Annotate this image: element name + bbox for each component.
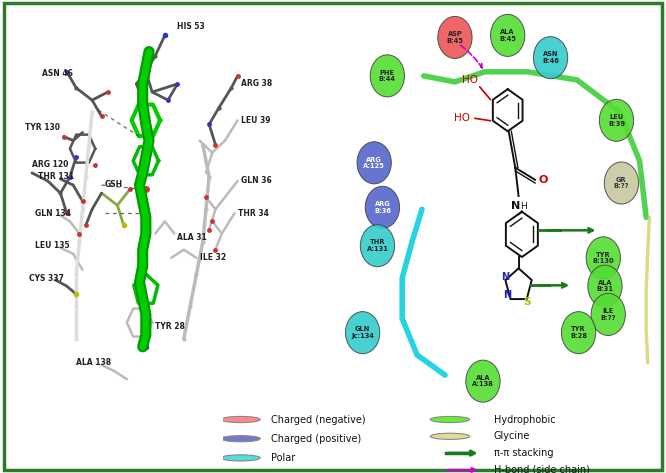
Text: TYR 130: TYR 130	[25, 123, 61, 132]
Text: HO: HO	[462, 75, 478, 85]
Circle shape	[357, 142, 392, 184]
Text: GR
B:??: GR B:??	[613, 177, 629, 189]
Circle shape	[561, 312, 595, 354]
Text: GLN 134: GLN 134	[35, 209, 71, 218]
Text: GSH: GSH	[105, 180, 123, 189]
Circle shape	[221, 436, 260, 442]
Circle shape	[491, 14, 525, 56]
Text: H: H	[520, 201, 527, 210]
Text: ALA
B:45: ALA B:45	[500, 29, 516, 42]
Circle shape	[588, 265, 622, 307]
Text: Charged (positive): Charged (positive)	[271, 434, 362, 444]
Circle shape	[370, 55, 404, 97]
Text: Glycine: Glycine	[494, 431, 530, 441]
Text: H-bond (side chain): H-bond (side chain)	[494, 465, 589, 473]
Text: ALA 138: ALA 138	[76, 359, 111, 368]
Text: GLN 36: GLN 36	[240, 176, 272, 185]
Text: PHE
B:44: PHE B:44	[379, 70, 396, 82]
Text: ARG 120: ARG 120	[32, 160, 69, 169]
Text: GLN
Jc:134: GLN Jc:134	[351, 326, 374, 339]
Circle shape	[221, 416, 260, 422]
Text: Hydrophobic: Hydrophobic	[494, 414, 555, 424]
Text: CYS 337: CYS 337	[29, 273, 64, 282]
Text: LEU 135: LEU 135	[35, 241, 70, 250]
Text: ALA 31: ALA 31	[177, 233, 207, 242]
Text: LEU
B:39: LEU B:39	[608, 114, 625, 127]
Text: TYR
B:28: TYR B:28	[570, 326, 587, 339]
Text: ASP
B:45: ASP B:45	[446, 31, 464, 44]
Text: ARG
A:125: ARG A:125	[363, 157, 385, 169]
Circle shape	[438, 17, 472, 59]
Circle shape	[430, 433, 470, 439]
Circle shape	[346, 312, 380, 354]
Circle shape	[604, 162, 639, 204]
Text: THR 34: THR 34	[238, 209, 268, 218]
Circle shape	[365, 186, 400, 228]
Text: N: N	[503, 290, 511, 300]
Text: O: O	[539, 175, 548, 185]
Text: ILE 32: ILE 32	[200, 254, 226, 263]
Text: Charged (negative): Charged (negative)	[271, 414, 366, 424]
Text: ILE
B:??: ILE B:??	[601, 308, 616, 321]
Circle shape	[430, 416, 470, 422]
Text: N: N	[501, 272, 509, 282]
Circle shape	[591, 293, 625, 335]
Text: ALA
B:31: ALA B:31	[597, 280, 613, 292]
Text: ARG
B:36: ARG B:36	[374, 201, 391, 213]
Text: TYR
B:130: TYR B:130	[593, 252, 614, 264]
Text: THR
A:131: THR A:131	[366, 239, 388, 252]
Text: ASN
B:46: ASN B:46	[542, 52, 559, 64]
Text: THR 131: THR 131	[39, 173, 75, 182]
Text: ARG 38: ARG 38	[240, 79, 272, 88]
Text: TYR 28: TYR 28	[155, 322, 185, 331]
Text: N: N	[511, 201, 520, 211]
Text: Polar: Polar	[271, 453, 295, 463]
Text: HIS 53: HIS 53	[177, 22, 205, 31]
Text: HO: HO	[454, 114, 470, 123]
Circle shape	[586, 237, 621, 279]
Circle shape	[466, 360, 500, 402]
Circle shape	[599, 99, 633, 141]
Text: LEU 39: LEU 39	[240, 116, 270, 125]
Text: ALA
A:138: ALA A:138	[472, 375, 494, 387]
Circle shape	[360, 225, 395, 267]
Circle shape	[221, 455, 260, 461]
Circle shape	[533, 36, 567, 79]
Text: S: S	[523, 298, 531, 307]
Text: π-π stacking: π-π stacking	[494, 448, 553, 458]
Text: ASN 46: ASN 46	[42, 69, 73, 78]
